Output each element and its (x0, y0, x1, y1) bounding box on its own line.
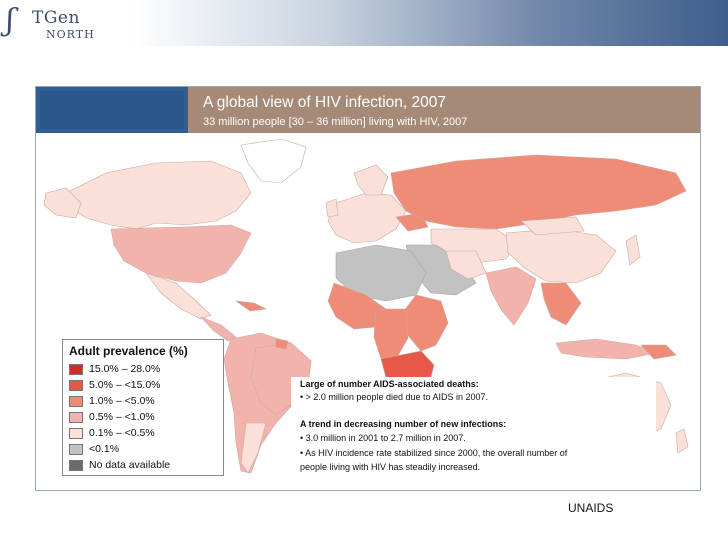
map-region-scandinavia (353, 164, 389, 196)
map-region-mexico (145, 272, 212, 320)
logo-subtext: NORTH (46, 28, 95, 41)
map-region-china (505, 228, 617, 284)
legend-swatch (69, 379, 83, 391)
map-region-guyana (275, 338, 289, 350)
map-region-greenland (240, 138, 307, 184)
legend-swatch (69, 459, 83, 471)
map-region-argentina (240, 422, 267, 474)
notes-box: Large of number AIDS-associated deaths: … (291, 377, 656, 480)
logo-text: TGen (32, 8, 80, 28)
trend-heading: A trend in decreasing number of new infe… (300, 419, 507, 429)
map-region-canada (65, 160, 252, 230)
legend-swatch (69, 363, 83, 375)
map-figure: A global view of HIV infection, 2007 33 … (35, 86, 701, 491)
title-accent-box (36, 87, 188, 133)
deaths-heading: Large of number AIDS-associated deaths: (300, 379, 479, 389)
deaths-line: • > 2.0 million people died due to AIDS … (300, 392, 489, 402)
map-region-mongolia (520, 216, 585, 236)
legend-item: <0.1% (69, 442, 119, 456)
map-region-indonesia (555, 338, 658, 360)
figure-title: A global view of HIV infection, 2007 (203, 94, 446, 111)
figure-title-bar: A global view of HIV infection, 2007 33 … (36, 87, 700, 133)
map-region-west-africa (327, 282, 387, 330)
legend-swatch (69, 427, 83, 439)
legend-swatch (69, 411, 83, 423)
legend-item: 0.1% – <0.5% (69, 426, 155, 440)
map-region-png (640, 344, 677, 360)
legend-item: 0.5% – <1.0% (69, 410, 155, 424)
map-region-russia (390, 154, 687, 230)
map-region-southeast-asia (540, 282, 582, 326)
source-label: UNAIDS (568, 501, 614, 515)
legend-item: 15.0% – 28.0% (69, 362, 160, 376)
map-region-japan (625, 234, 641, 266)
trend-line-2: • As HIV incidence rate stabilized since… (300, 448, 568, 458)
tgen-logo: ʃ TGen NORTH (6, 4, 116, 44)
map-region-india (485, 266, 537, 326)
header-banner (0, 0, 728, 46)
map-region-new-zealand (675, 428, 689, 454)
helix-icon: ʃ (6, 3, 15, 38)
map-region-alaska (43, 187, 82, 219)
legend: Adult prevalence (%) 15.0% – 28.0% 5.0% … (62, 339, 224, 476)
legend-item: No data available (69, 458, 170, 472)
legend-swatch (69, 395, 83, 407)
trend-line-1: • 3.0 million in 2001 to 2.7 million in … (300, 433, 466, 443)
map-region-uk (325, 198, 339, 218)
map-region-iran (445, 250, 487, 280)
map-region-usa (110, 224, 252, 284)
legend-item: 1.0% – <5.0% (69, 394, 155, 408)
trend-line-3: people living with HIV has steadily incr… (300, 462, 481, 472)
legend-item: 5.0% – <15.0% (69, 378, 161, 392)
figure-subtitle: 33 million people [30 – 36 million] livi… (203, 116, 468, 128)
legend-swatch (69, 443, 83, 455)
legend-title: Adult prevalence (%) (69, 344, 188, 358)
map-region-caribbean (234, 300, 268, 312)
